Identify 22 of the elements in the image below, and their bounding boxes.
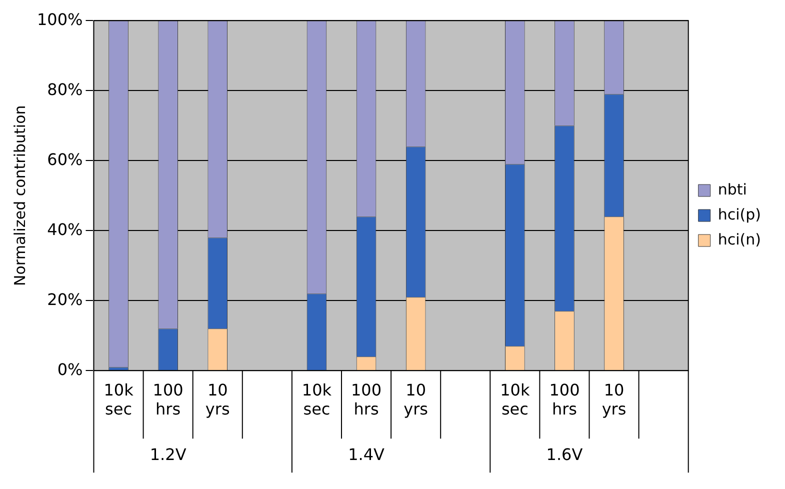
- legend-label: hci(n): [718, 230, 761, 248]
- text: 1.2V: [150, 444, 186, 464]
- legend-label: nbti: [718, 180, 747, 198]
- x-tick-label: 10 yrs: [404, 380, 428, 419]
- y-tick-label: 60%: [47, 150, 83, 169]
- y-axis-title: Normalized contribution: [10, 105, 29, 286]
- legend-label: hci(p): [718, 205, 762, 224]
- x-tick-label: 100 hrs: [152, 380, 184, 419]
- y-tick-label: 100%: [36, 10, 83, 29]
- y-tick-label: 20%: [47, 290, 83, 309]
- x-tick-label: 10k sec: [302, 380, 332, 419]
- x-tick-label: 100 hrs: [549, 380, 580, 419]
- x-tick-label: 10 yrs: [602, 380, 626, 419]
- x-tick-label: 10k sec: [500, 380, 530, 419]
- x-tick-label: 10k sec: [104, 380, 134, 419]
- text: 1.6V: [546, 444, 583, 464]
- x-tick-label: 10 yrs: [205, 380, 230, 419]
- y-tick-label: 40%: [47, 220, 83, 239]
- x-tick-label: 100 hrs: [351, 380, 382, 419]
- y-tick-label: 80%: [47, 80, 83, 99]
- text: 1.4V: [348, 444, 385, 464]
- y-tick-label: 0%: [57, 360, 83, 379]
